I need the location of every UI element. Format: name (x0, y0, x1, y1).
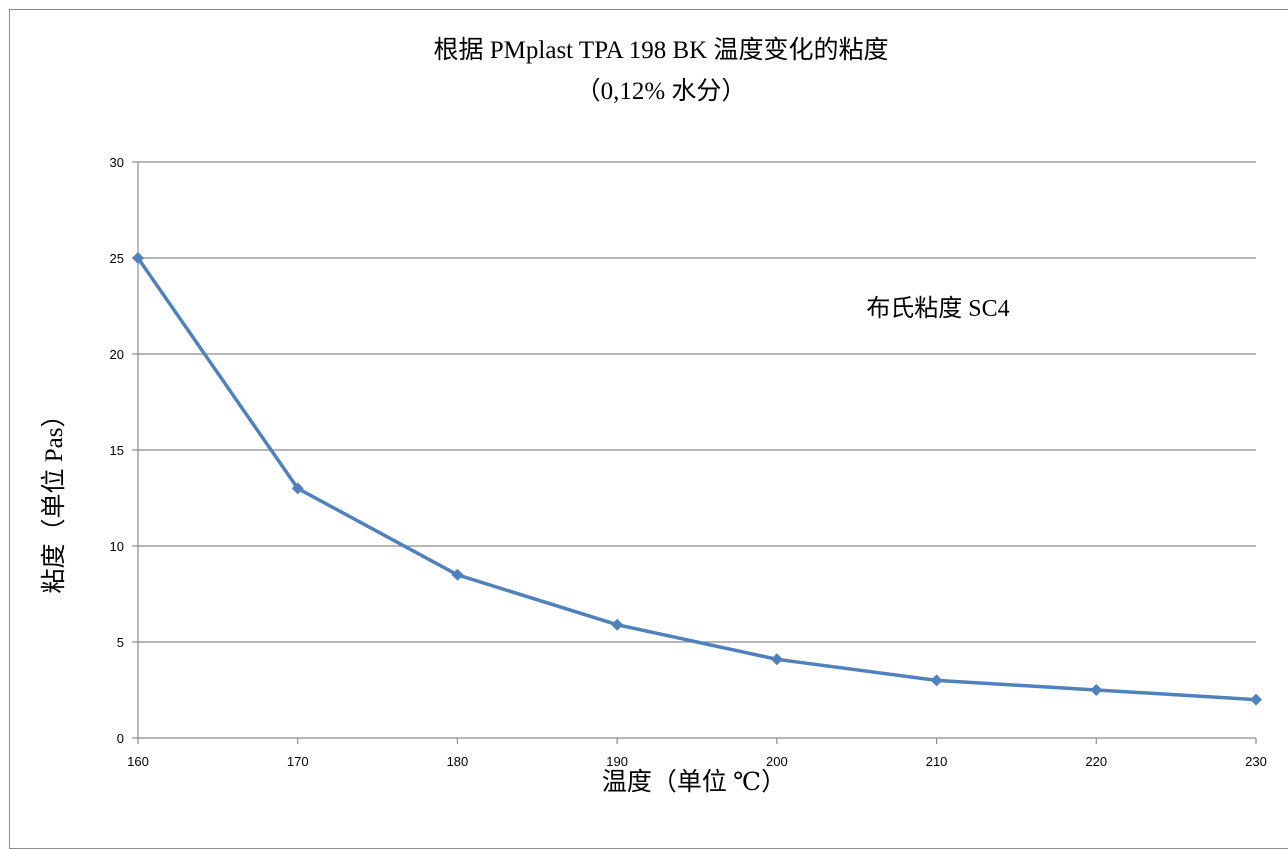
x-tick-label-210: 210 (926, 754, 948, 769)
x-tick-label-200: 200 (766, 754, 788, 769)
data-point-200 (770, 653, 783, 666)
x-axis-label: 温度（单位 ℃） (602, 768, 786, 796)
data-point-170 (291, 482, 304, 495)
x-tick-label-180: 180 (447, 754, 469, 769)
y-tick-label-30: 30 (110, 155, 124, 170)
x-tick-label-160: 160 (127, 754, 149, 769)
x-tick-label-220: 220 (1085, 754, 1107, 769)
y-tick-label-15: 15 (110, 443, 124, 458)
y-tick-label-0: 0 (117, 731, 124, 746)
y-tick-label-10: 10 (110, 539, 124, 554)
x-tick-label-230: 230 (1245, 754, 1267, 769)
data-point-180 (451, 568, 464, 581)
y-tick-label-5: 5 (117, 635, 124, 650)
chart-frame (9, 9, 1288, 849)
y-tick-label-20: 20 (110, 347, 124, 362)
tick-labels: 0 5 10 15 20 25 30 160 170 180 190 200 210 220 230 (110, 155, 1267, 769)
chart-subtitle: （0,12% 水分） (576, 77, 747, 105)
series-line-0 (136, 257, 1257, 702)
gridlines (138, 161, 1256, 643)
data-point-230 (1250, 693, 1262, 706)
data-point-210 (930, 674, 943, 687)
x-tick-label-190: 190 (606, 754, 628, 769)
y-tick-label-25: 25 (110, 251, 124, 266)
y-axis-label: 粘度（单位 Pas） (40, 403, 68, 594)
chart-annotation: 布氏粘度 SC4 (866, 295, 1009, 322)
data-series (132, 252, 1262, 706)
chart-title: 根据 PMplast TPA 198 BK 温度变化的粘度 (434, 36, 889, 64)
axes (132, 161, 1257, 744)
data-point-220 (1090, 684, 1103, 696)
x-tick-label-170: 170 (287, 754, 309, 769)
data-point-190 (611, 618, 624, 631)
data-point-160 (132, 252, 144, 264)
